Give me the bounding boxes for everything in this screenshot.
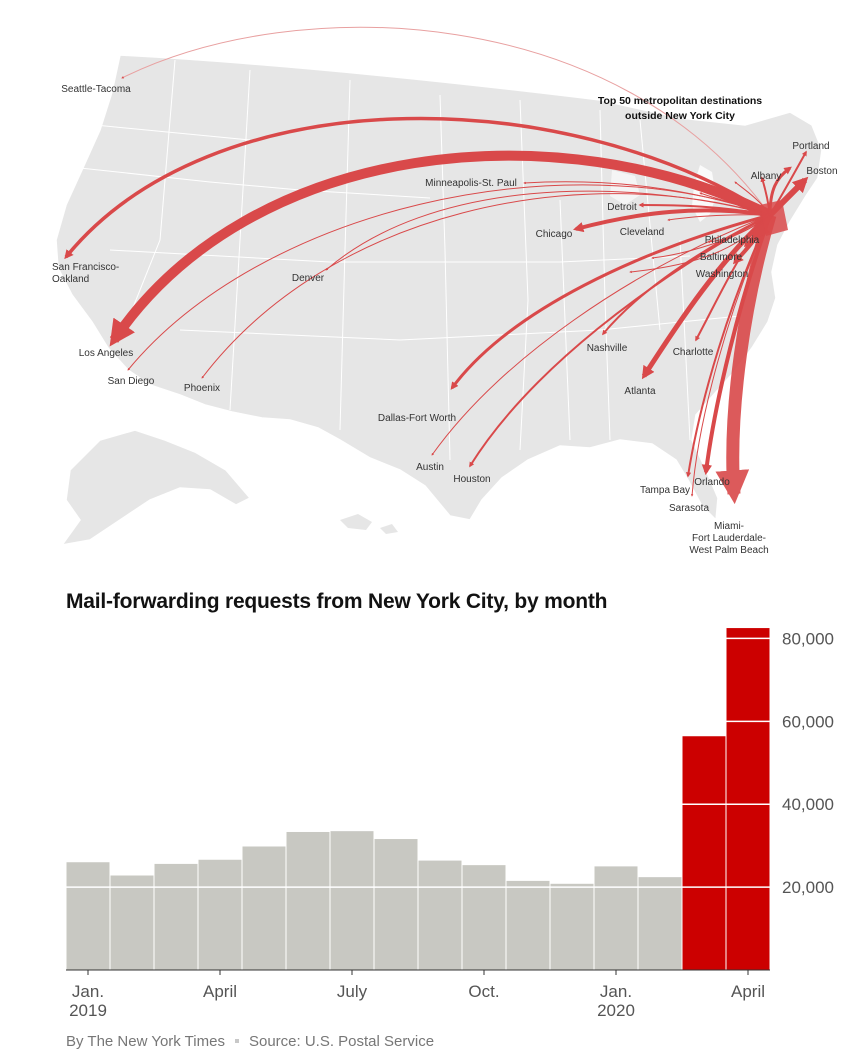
separator-dot — [234, 1038, 239, 1043]
x-tick-year: 2020 — [597, 1001, 635, 1020]
arrow-los-angeles — [109, 150, 773, 347]
x-tick-year: 2019 — [69, 1001, 107, 1020]
arrow-nashville — [601, 214, 771, 336]
bar-apr-2020 — [726, 628, 770, 970]
credit-line: By The New York Times Source: U.S. Postal… — [66, 1033, 434, 1050]
city-label-albany: Albany — [751, 171, 782, 182]
arrow-cleveland — [667, 214, 771, 222]
bar-feb-2020 — [638, 877, 682, 970]
bar-oct-2019 — [462, 865, 506, 970]
bar-apr-2019 — [198, 859, 242, 970]
x-tick-label: Jan. — [72, 982, 104, 1001]
city-label-san-diego: San Diego — [108, 376, 155, 387]
bar-jul-2019 — [330, 831, 374, 970]
city-label-atlanta: Atlanta — [624, 386, 656, 397]
bar-mar-2019 — [154, 863, 198, 970]
bars — [66, 628, 770, 970]
y-tick-label: 40,000 — [782, 795, 834, 814]
city-label-nashville: Nashville — [587, 343, 628, 354]
nyc-origin-cluster — [760, 200, 788, 236]
arrow-detroit — [638, 202, 771, 216]
bar-aug-2019 — [374, 839, 418, 970]
city-label-cleveland: Cleveland — [620, 227, 664, 238]
bar-may-2019 — [242, 846, 286, 970]
city-label-seattle-tacoma: Seattle-Tacoma — [61, 84, 131, 95]
city-labels: Seattle-Tacoma San Francisco-Oakland Los A… — [52, 84, 838, 556]
city-label-san-francisco-oakland: Oakland — [52, 274, 89, 285]
source-note: Source: U.S. Postal Service — [248, 1033, 435, 1050]
bar-jan-2019 — [66, 862, 110, 970]
map-title-line1: Top 50 metropolitan destinations — [598, 95, 762, 107]
x-tick-label: Oct. — [468, 982, 499, 1001]
bar-sep-2019 — [418, 860, 462, 970]
arrow-chicago — [572, 208, 771, 233]
y-tick-label: 60,000 — [782, 712, 834, 731]
bar-mar-2020 — [682, 736, 726, 970]
arrow-san-diego — [127, 184, 771, 371]
byline: By The New York Times — [66, 1033, 225, 1050]
city-label-miami-fort-lauderdale-west-palm-beach: Fort Lauderdale- — [692, 533, 766, 544]
arrow-misc-3 — [651, 214, 771, 260]
city-label-portland: Portland — [792, 141, 829, 152]
y-axis-ticks: 20,000 40,000 60,000 80,000 — [782, 629, 834, 897]
x-tick-label: April — [731, 982, 765, 1001]
bar-jun-2019 — [286, 831, 330, 970]
destinations-map: Seattle-Tacoma San Francisco-Oakland Los A… — [52, 26, 838, 556]
arrow-san-francisco-oakland — [64, 116, 771, 260]
city-label-chicago: Chicago — [536, 229, 573, 240]
bar-jan-2020 — [594, 866, 638, 970]
city-label-denver: Denver — [292, 273, 325, 284]
chart-title: Mail-forwarding requests from New York C… — [66, 590, 608, 613]
map-title-line2: outside New York City — [625, 110, 735, 122]
city-label-sarasota: Sarasota — [669, 503, 709, 514]
city-label-washington: Washington — [696, 269, 748, 280]
arrow-houston — [469, 214, 771, 468]
y-tick-label: 20,000 — [782, 878, 834, 897]
city-label-detroit: Detroit — [607, 202, 637, 213]
bar-feb-2019 — [110, 875, 154, 970]
city-label-austin: Austin — [416, 462, 444, 473]
city-label-minneapolis-st-paul: Minneapolis-St. Paul — [425, 178, 517, 189]
arrow-dallas-fort-worth — [450, 213, 771, 390]
arrow-miami — [715, 213, 777, 505]
arrow-misc-4 — [629, 214, 771, 274]
city-label-phoenix: Phoenix — [184, 383, 220, 394]
x-tick-label: April — [203, 982, 237, 1001]
bar-dec-2019 — [550, 883, 594, 970]
city-label-baltimore: Baltimore — [700, 252, 743, 263]
migration-arrows — [64, 26, 809, 505]
arrow-austin — [431, 214, 771, 456]
x-tick-label: Jan. — [600, 982, 632, 1001]
arrow-denver — [325, 190, 771, 271]
city-label-houston: Houston — [453, 474, 490, 485]
city-label-miami-fort-lauderdale-west-palm-beach: Miami- — [714, 521, 744, 532]
city-label-orlando: Orlando — [694, 477, 730, 488]
x-tick-label: July — [337, 982, 368, 1001]
arrow-seattle-tacoma — [121, 26, 771, 216]
city-label-miami-fort-lauderdale-west-palm-beach: West Palm Beach — [689, 545, 768, 556]
city-label-san-francisco-oakland: San Francisco- — [52, 262, 119, 273]
city-label-philadelphia: Philadelphia — [705, 235, 760, 246]
gridlines — [66, 637, 770, 971]
y-tick-label: 80,000 — [782, 629, 834, 648]
city-label-los-angeles: Los Angeles — [79, 348, 134, 359]
bar-nov-2019 — [506, 880, 550, 970]
city-label-boston: Boston — [806, 166, 837, 177]
city-label-dallas-fort-worth: Dallas-Fort Worth — [378, 413, 456, 424]
city-label-charlotte: Charlotte — [673, 347, 714, 358]
city-label-tampa-bay: Tampa Bay — [640, 485, 690, 496]
